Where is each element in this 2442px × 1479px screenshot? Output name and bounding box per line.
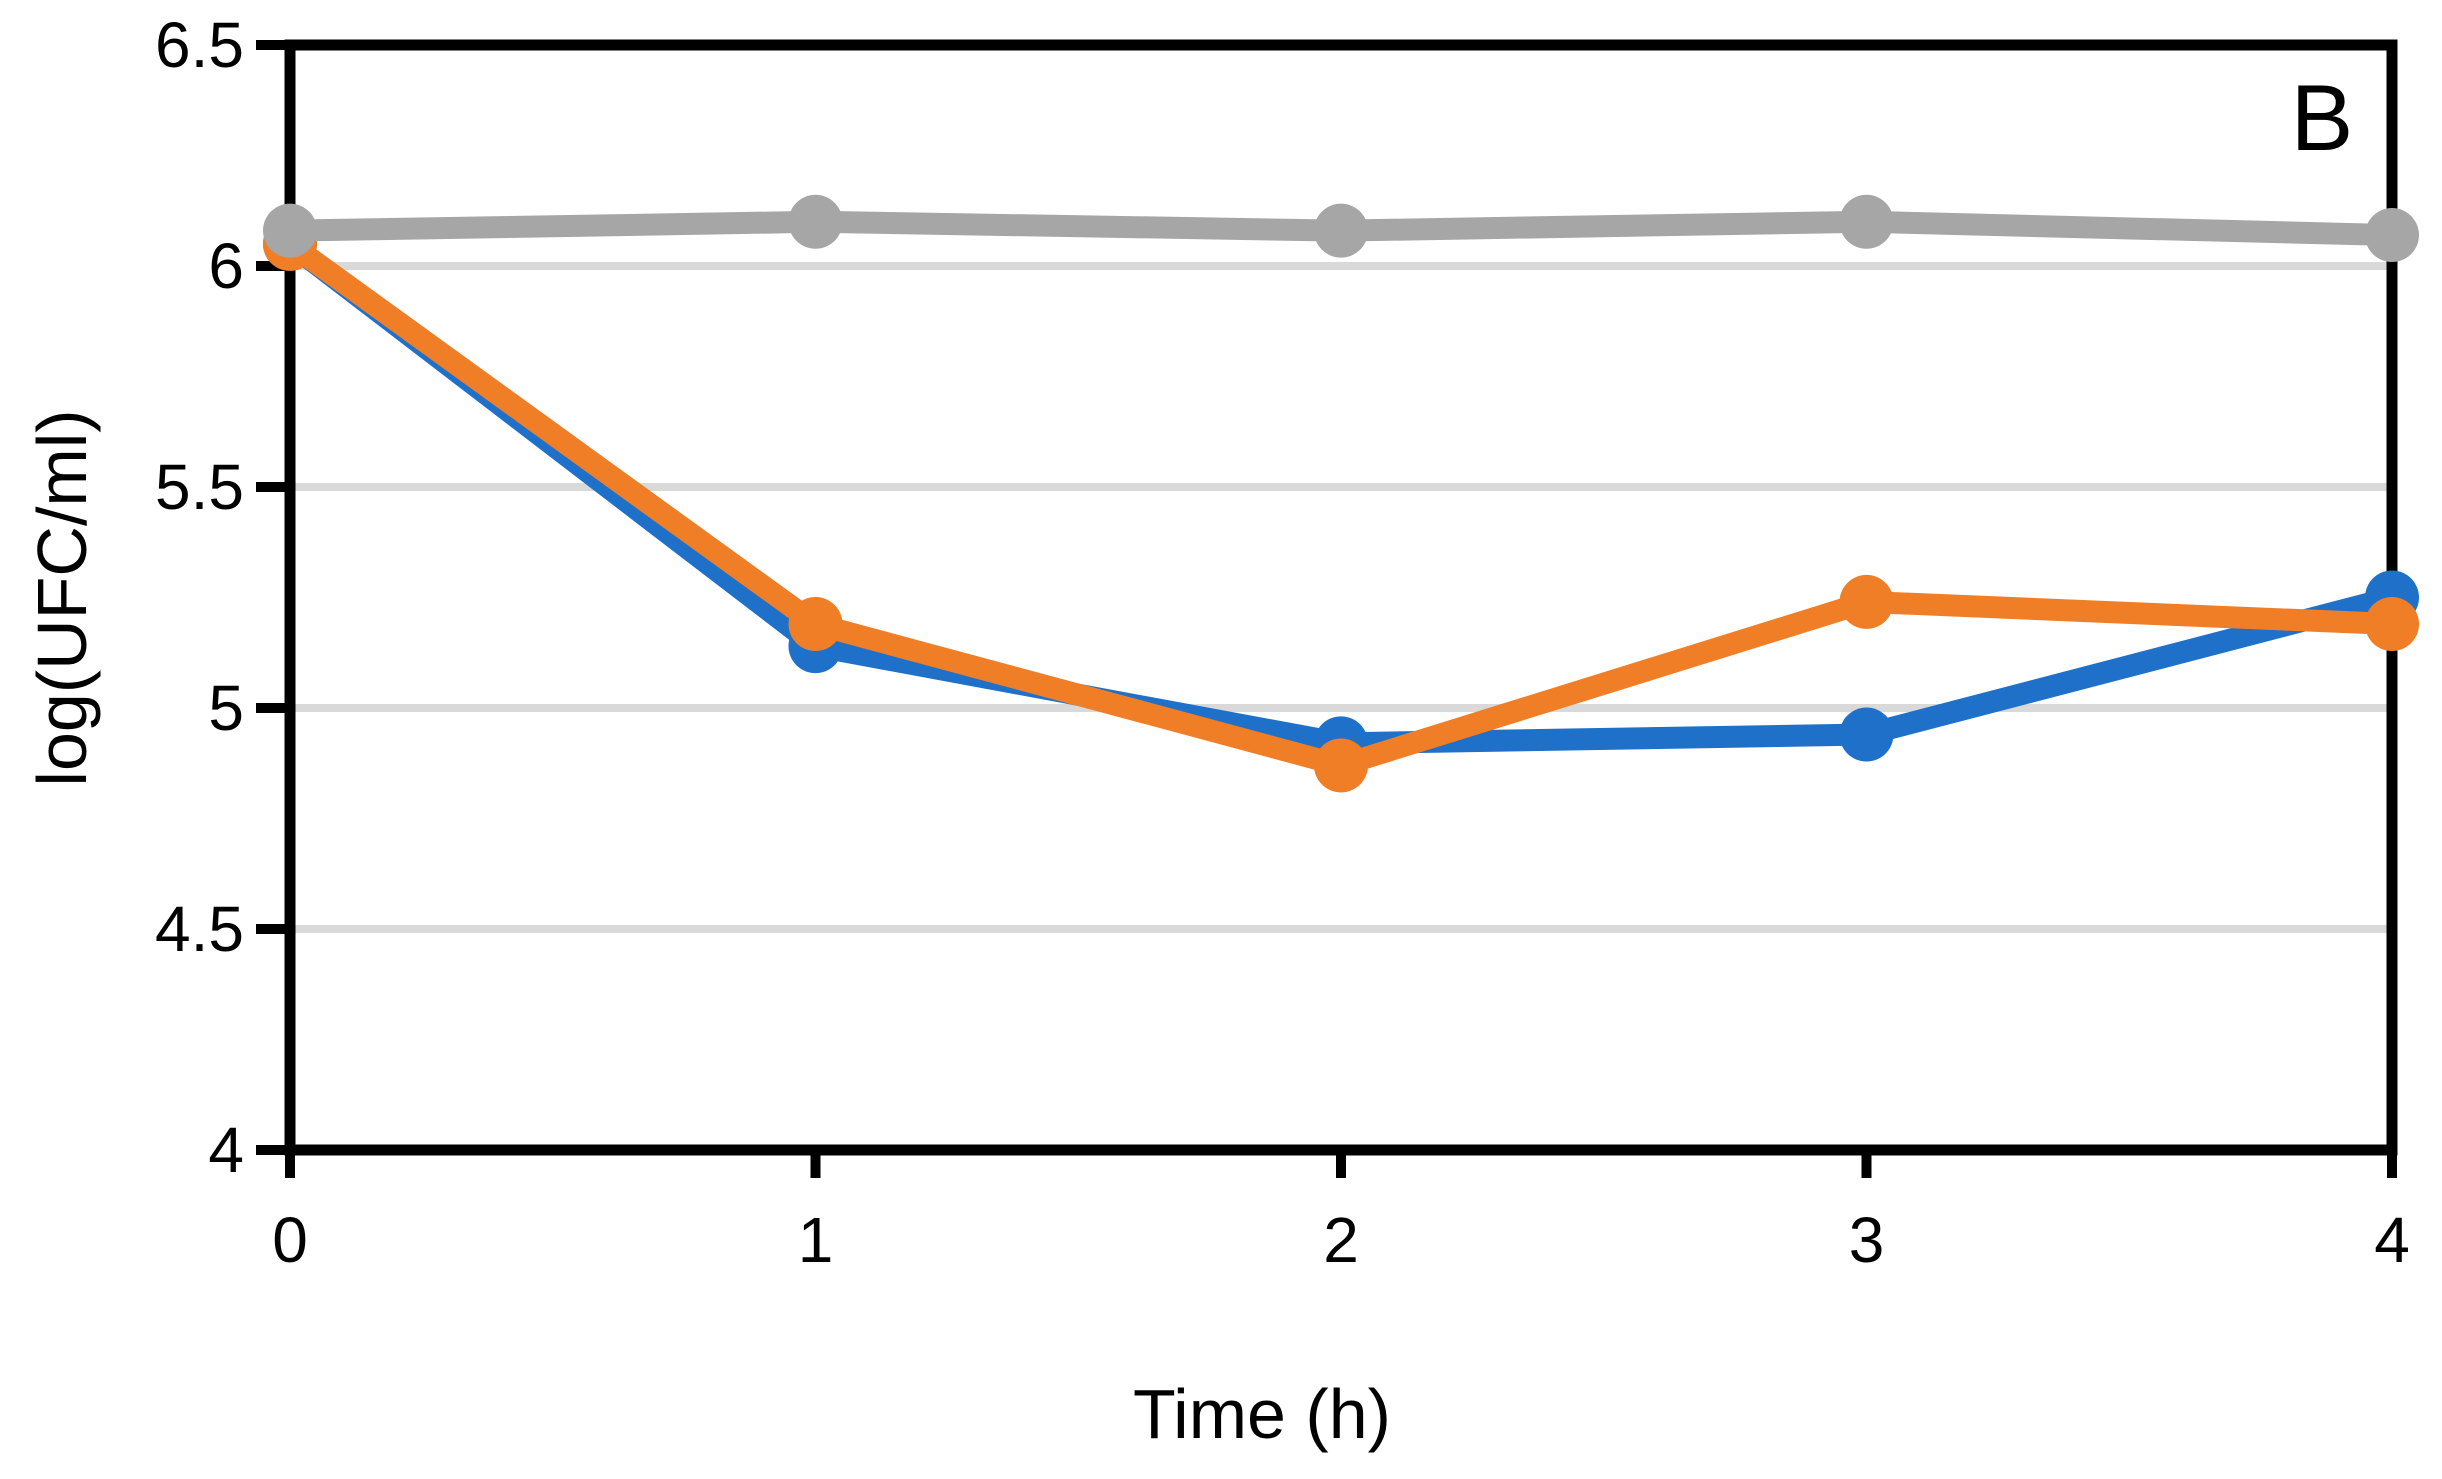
gray-series-marker (1314, 203, 1368, 258)
orange-series-marker (2365, 597, 2419, 652)
y-tick-label: 5 (208, 672, 244, 744)
orange-series-marker (1839, 574, 1894, 629)
y-tick-label: 5.5 (155, 451, 244, 523)
x-axis-title: Time (h) (1133, 1375, 1391, 1453)
x-tick-label: 3 (1848, 1204, 1885, 1276)
x-tick-label: 2 (1323, 1204, 1359, 1276)
x-tick-label: 1 (797, 1204, 834, 1276)
y-tick-label: 6 (208, 230, 244, 302)
blue-series-line (279, 232, 2403, 755)
panel-label: B (2290, 65, 2354, 170)
y-tick-label: 6.5 (155, 9, 244, 81)
gray-series-marker (1839, 194, 1894, 249)
gray-series-marker (263, 203, 317, 258)
gray-series-marker (2365, 208, 2419, 263)
y-axis-title: log(UFC/ml) (23, 409, 101, 787)
orange-series-marker (788, 597, 843, 652)
y-tick-label: 4.5 (155, 893, 244, 965)
blue-series-marker (1839, 707, 1894, 762)
gray-series-marker (788, 194, 843, 249)
y-tick-label: 4 (208, 1114, 244, 1186)
x-tick-label: 4 (2374, 1204, 2410, 1276)
x-tick-label: 0 (272, 1204, 308, 1276)
orange-series-marker (1314, 738, 1368, 793)
